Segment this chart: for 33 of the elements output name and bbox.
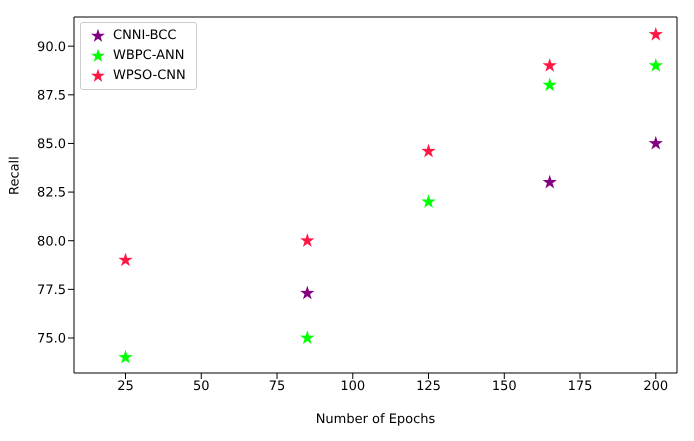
x-axis-title: Number of Epochs [316,412,436,427]
x-tick-label: 100 [340,379,366,394]
x-tick-label: 50 [192,379,210,394]
y-tick-label: 90.0 [37,40,66,55]
point [542,58,557,72]
point [542,78,557,92]
y-tick-label: 75.0 [37,332,66,347]
point [300,330,315,344]
y-axis-title: Recall [8,156,23,195]
y-tick-label: 80.0 [37,234,66,250]
legend-label: CNNI-BCC [113,27,176,45]
point [648,58,663,72]
y-tick-label: 77.5 [37,282,66,298]
point [648,136,663,150]
point [421,194,436,208]
y-tick-label: 85.0 [37,137,66,152]
x-tick-label: 75 [268,379,286,394]
legend-label: WPSO-CNN [113,67,186,85]
x-tick-label: 175 [568,379,592,394]
y-tick-label: 82.5 [37,186,66,201]
point [421,144,436,158]
point [118,252,133,266]
point [300,233,315,247]
point [542,174,557,188]
y-tick-label: 87.5 [37,88,66,104]
point [300,286,315,300]
point [648,26,663,41]
point [118,350,133,364]
x-tick-label: 125 [416,379,441,394]
x-tick-label: 25 [117,379,134,394]
x-tick-label: 200 [643,379,668,394]
x-tick-label: 150 [492,379,517,394]
legend-label: WBPC-ANN [113,47,184,65]
